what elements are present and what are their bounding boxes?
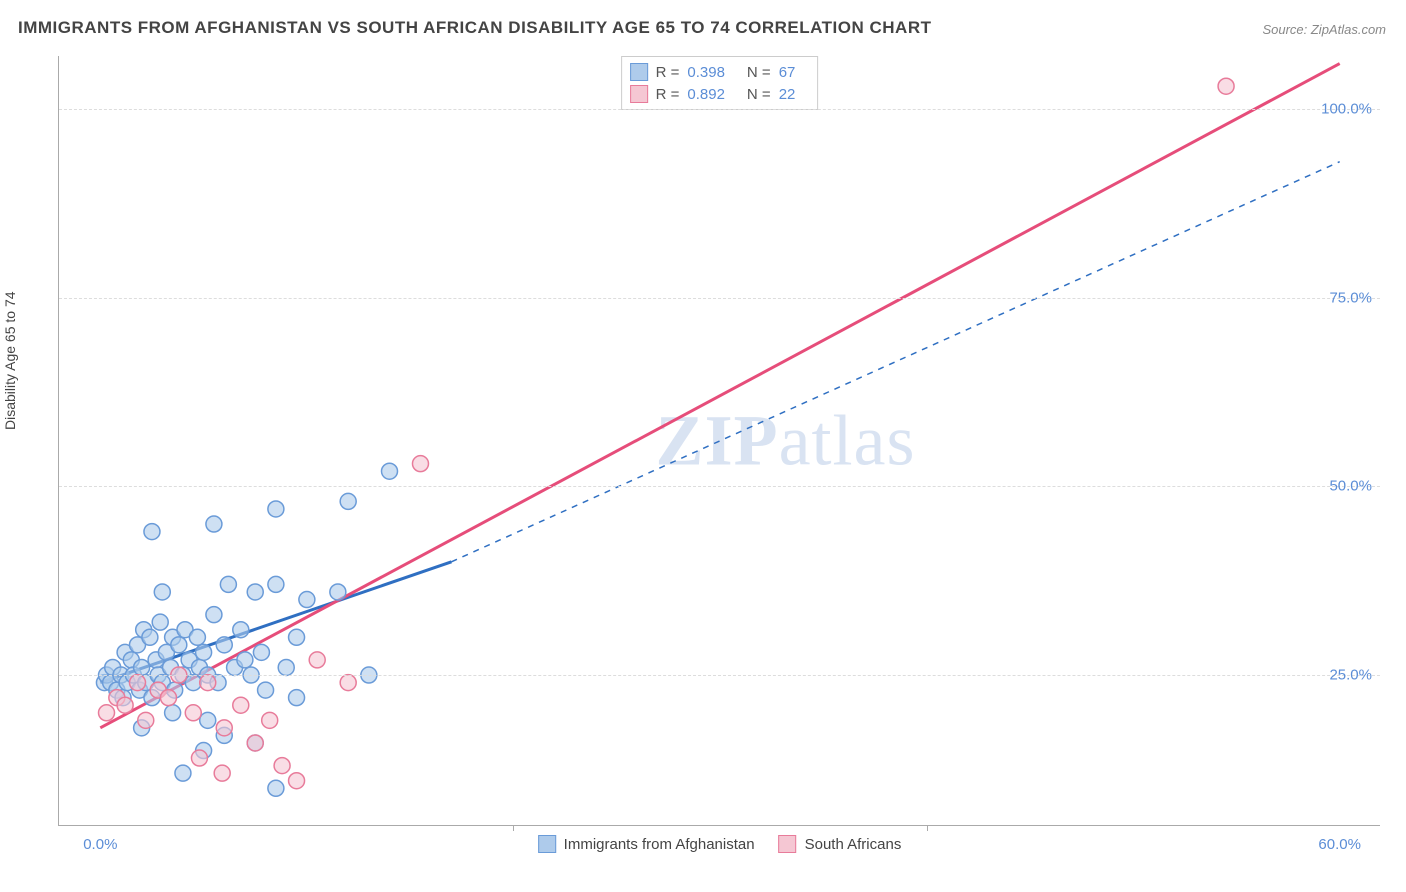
series-legend: Immigrants from Afghanistan South Africa… <box>538 835 902 853</box>
y-tick-label: 25.0% <box>1329 667 1372 684</box>
source-attribution: Source: ZipAtlas.com <box>1262 22 1386 37</box>
y-axis-label: Disability Age 65 to 74 <box>2 291 18 430</box>
correlation-chart: IMMIGRANTS FROM AFGHANISTAN VS SOUTH AFR… <box>0 0 1406 892</box>
legend-item: Immigrants from Afghanistan <box>538 835 755 853</box>
legend-label: South Africans <box>805 836 902 853</box>
plot-svg <box>59 56 1380 825</box>
swatch-icon <box>538 835 556 853</box>
swatch-icon <box>779 835 797 853</box>
chart-title: IMMIGRANTS FROM AFGHANISTAN VS SOUTH AFR… <box>18 18 932 38</box>
x-tick-label: 60.0% <box>1318 836 1361 853</box>
y-tick-label: 75.0% <box>1329 289 1372 306</box>
legend-item: South Africans <box>779 835 902 853</box>
legend-label: Immigrants from Afghanistan <box>564 836 755 853</box>
y-tick-label: 100.0% <box>1321 100 1372 117</box>
x-tick-label: 0.0% <box>83 836 117 853</box>
y-tick-label: 50.0% <box>1329 478 1372 495</box>
plot-area: ZIPatlas R =0.398 N =67 R =0.892 N =22 I… <box>58 56 1380 826</box>
